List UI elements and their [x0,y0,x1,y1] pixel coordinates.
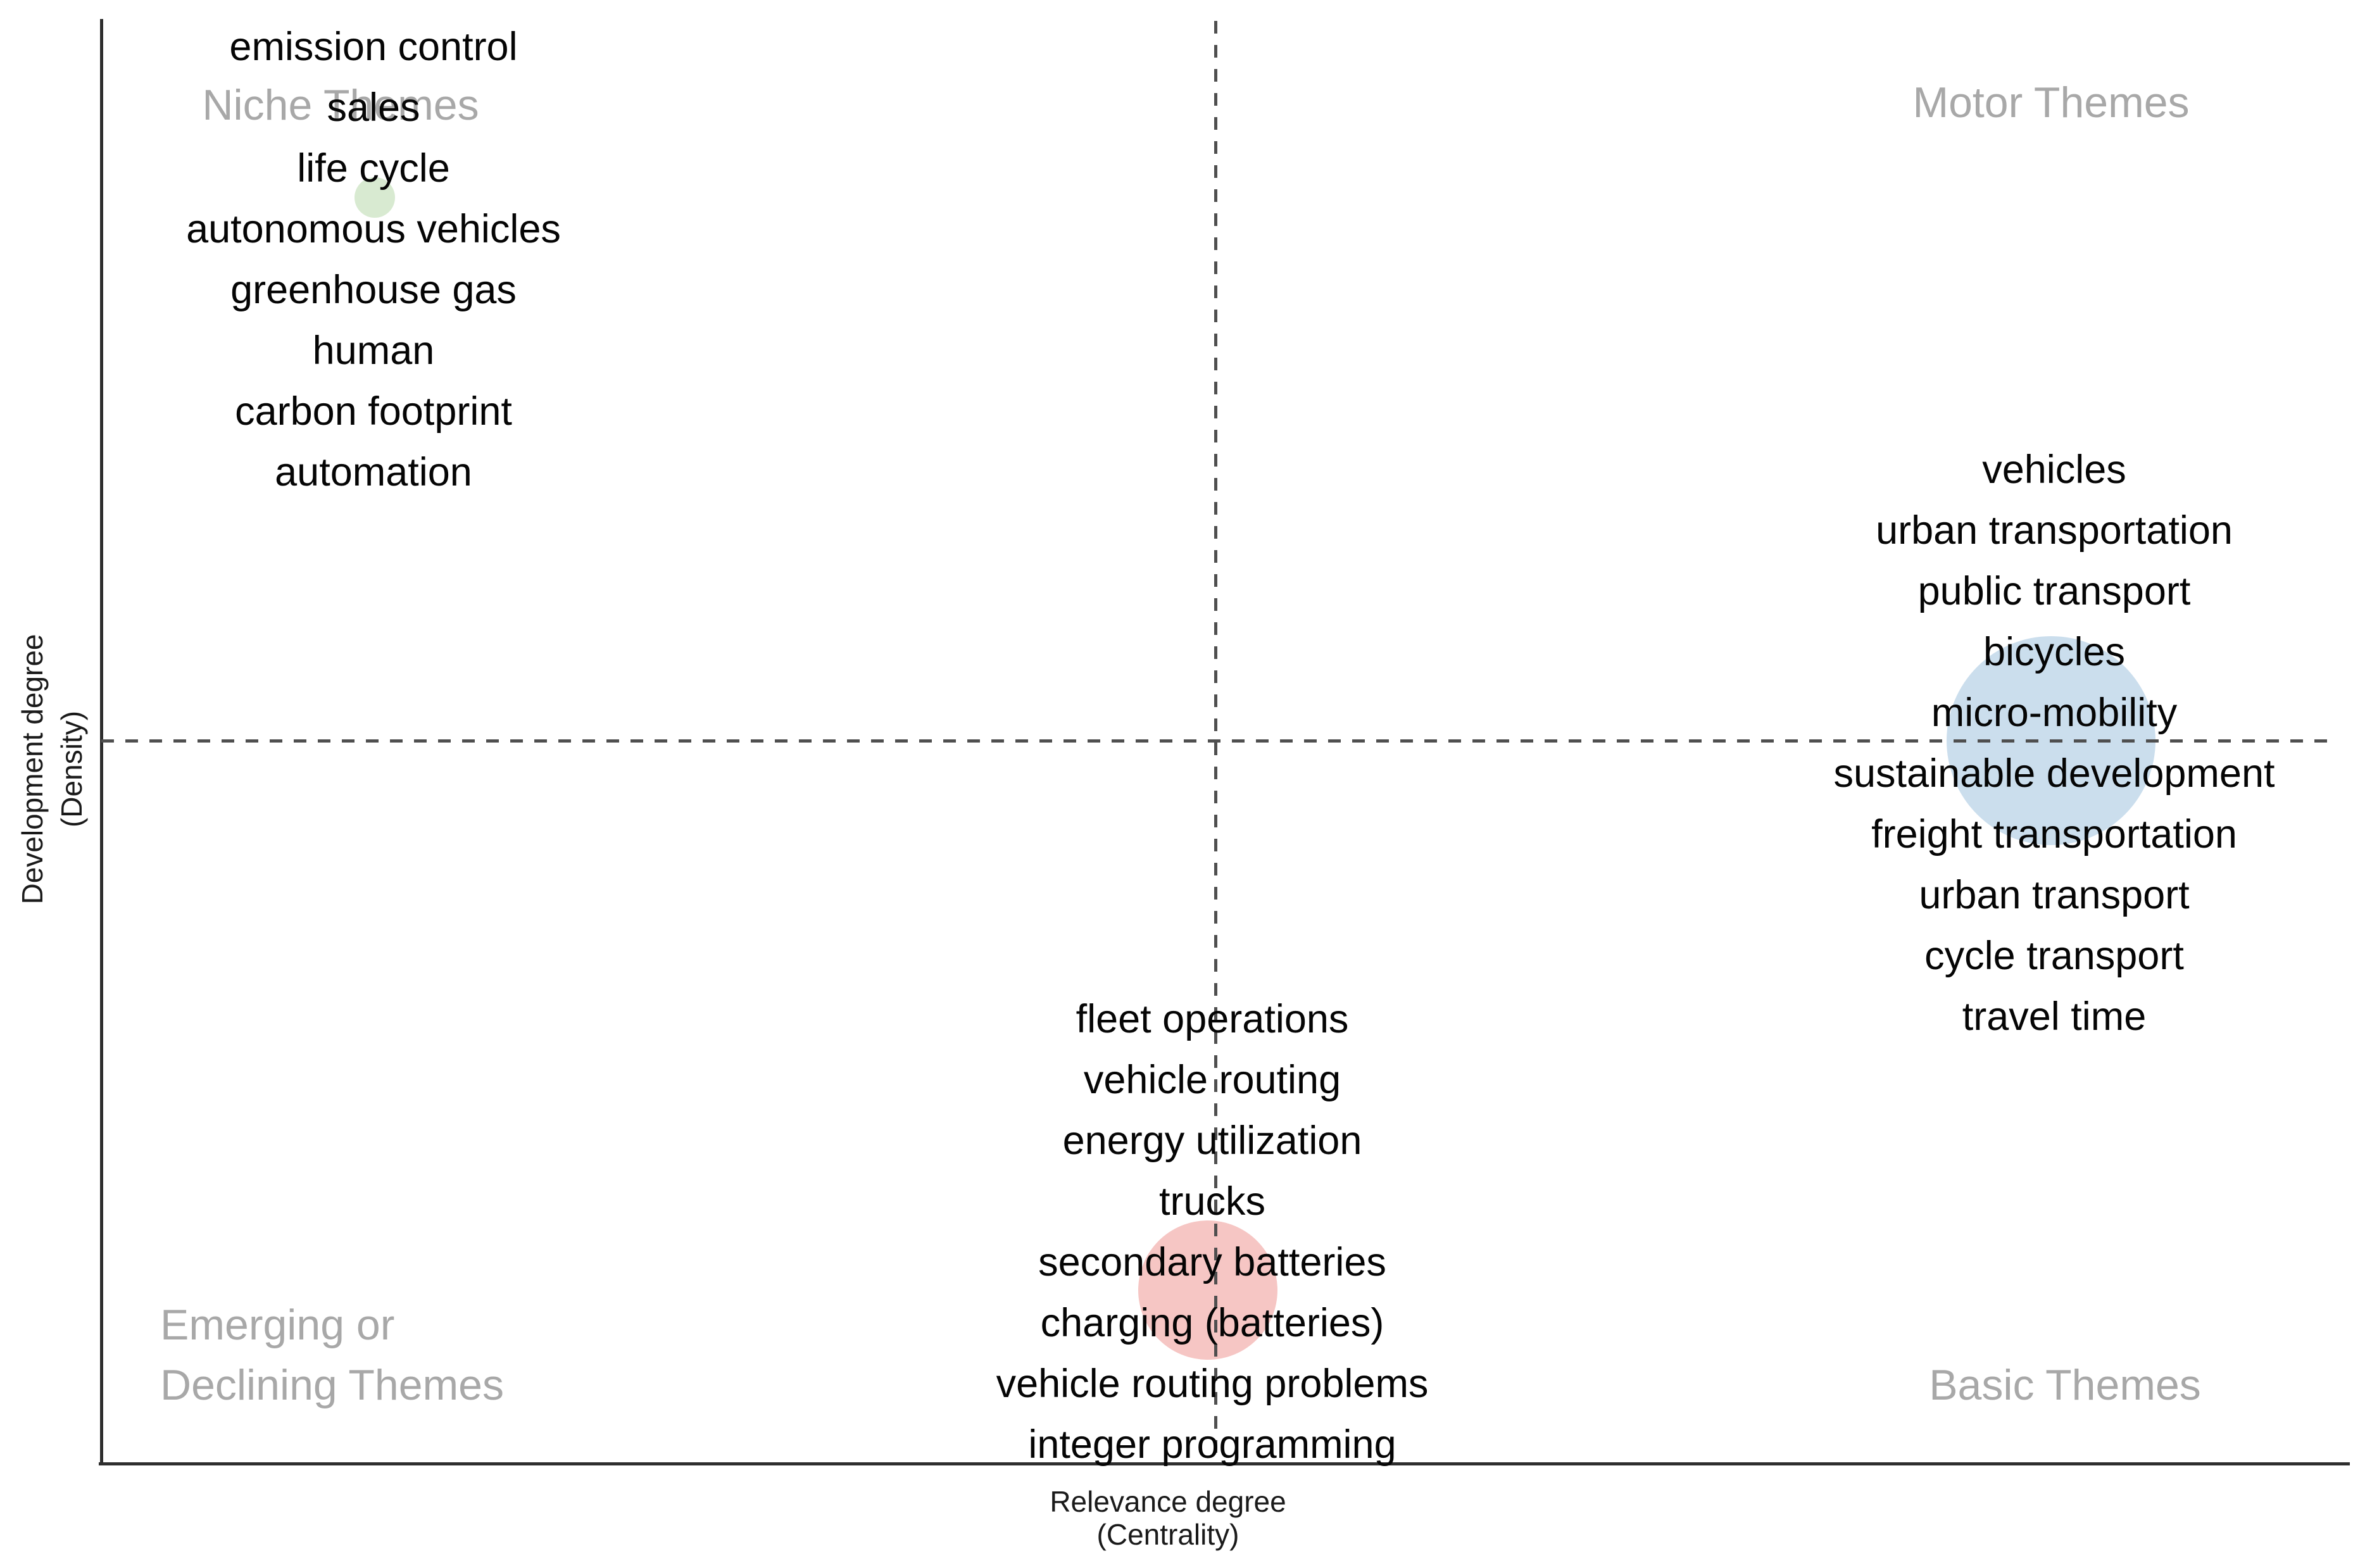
theme-word: urban transport [1919,873,2190,917]
y-axis-title-line-2: (Density) [55,710,88,828]
quadrant-label-emerging-declining-themes: Emerging or Declining Themes [160,1295,504,1415]
quadrant-label-niche-themes: Niche Themes [202,81,479,129]
horizontal-divider-dashed-line [101,739,2335,743]
theme-word: automation [275,450,472,494]
theme-word: integer programming [1028,1422,1396,1467]
theme-word: urban transportation [1876,508,2233,553]
quadrant-label-basic-themes: Basic Themes [1929,1361,2201,1409]
x-axis-title-line-2: (Centrality) [1096,1518,1239,1551]
quadrant-label-line-2: Declining Themes [160,1361,505,1409]
theme-word: vehicles [1982,448,2126,492]
niche-cluster-bubble [355,177,395,218]
theme-word: bicycles [1983,630,2126,674]
theme-word: vehicle routing [1083,1058,1341,1102]
theme-word: fleet operations [1076,997,1349,1041]
theme-word: cycle transport [1924,934,2184,978]
y-axis-title: Development degree (Density) [13,634,91,904]
theme-word: charging (batteries) [1040,1301,1384,1345]
theme-word: travel time [1962,994,2147,1039]
theme-word: micro-mobility [1931,691,2178,735]
theme-word: carbon footprint [235,389,512,434]
quadrant-label-motor-themes: Motor Themes [1912,78,2190,127]
theme-word: life cycle [297,146,450,191]
theme-word: public transport [1917,569,2191,613]
x-axis-title: Relevance degree (Centrality) [1050,1485,1286,1551]
theme-word: greenhouse gas [230,268,517,312]
theme-word: sustainable development [1833,751,2275,796]
theme-word: freight transportation [1871,812,2237,856]
theme-word: sales [327,85,420,130]
x-axis-title-line-1: Relevance degree [1050,1485,1286,1518]
emerging-cluster-bubble [1138,1220,1277,1360]
theme-word: secondary batteries [1038,1240,1386,1284]
theme-word: trucks [1158,1179,1266,1224]
theme-word: human [312,329,435,373]
y-axis-title-line-1: Development degree [16,634,49,905]
theme-word: autonomous vehicles [186,207,561,251]
theme-word: emission control [229,25,518,69]
theme-word: energy utilization [1062,1119,1362,1163]
theme-word: vehicle routing problems [996,1362,1429,1406]
x-axis-line [99,1462,2350,1465]
quadrant-label-line-1: Emerging or [160,1301,395,1349]
